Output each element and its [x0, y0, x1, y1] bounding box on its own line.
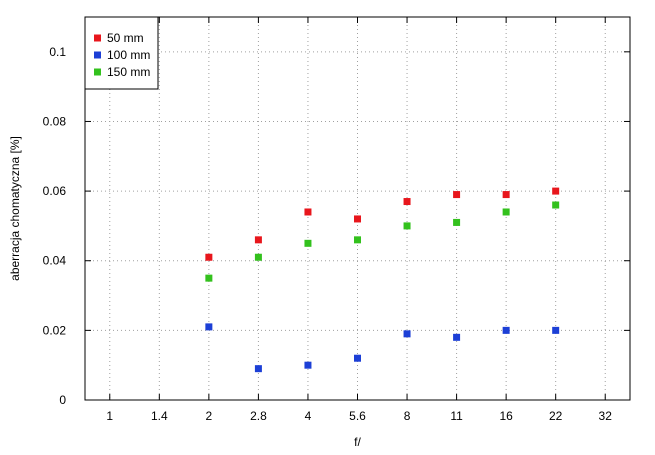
data-point [502, 326, 510, 334]
data-point [254, 253, 262, 261]
legend-swatch [94, 51, 101, 59]
x-tick-label: 32 [599, 409, 613, 423]
legend-swatch [94, 68, 101, 76]
data-point [403, 198, 411, 206]
data-point [254, 365, 262, 373]
y-tick-label: 0.06 [43, 184, 67, 198]
data-point [254, 236, 262, 244]
data-points [205, 187, 560, 373]
y-tick-label: 0.04 [43, 254, 67, 268]
data-point [205, 253, 213, 261]
legend-label: 50 mm [107, 31, 144, 45]
data-point [354, 215, 361, 223]
x-tick-label: 8 [404, 409, 411, 423]
data-point [453, 191, 461, 199]
data-point [453, 218, 461, 226]
data-point [304, 208, 312, 216]
y-axis-label: aberracja chomatyczna [%] [8, 136, 22, 281]
legend-swatch [94, 34, 101, 42]
x-axis-label: f/ [354, 435, 361, 449]
data-point [403, 330, 411, 338]
data-point [205, 274, 213, 282]
data-point [502, 208, 510, 216]
x-tick-label: 11 [450, 409, 463, 423]
axis-ticks: 1 1.4 2 2.8 4 5.6 8 11 16 22 32 0 0.02 0.04 0.06 0.08 0.… [43, 17, 630, 423]
grid-lines [85, 17, 630, 400]
x-tick-label: 1 [106, 409, 113, 423]
y-tick-label: 0.02 [43, 323, 67, 337]
data-point [552, 187, 560, 195]
x-tick-label: 2.8 [250, 409, 267, 423]
data-point [354, 354, 361, 362]
data-point [403, 222, 411, 230]
y-tick-label: 0 [59, 393, 66, 407]
y-tick-label: 0.08 [43, 114, 67, 128]
x-tick-label: 22 [549, 409, 563, 423]
data-point [304, 239, 312, 247]
x-tick-label: 4 [305, 409, 312, 423]
data-point [552, 326, 560, 334]
y-tick-label: 0.1 [49, 45, 66, 59]
x-tick-label: 2 [206, 409, 213, 423]
x-tick-label: 5.6 [349, 409, 366, 423]
x-tick-label: 16 [499, 409, 513, 423]
legend: 50 mm 100 mm 150 mm [84, 16, 159, 90]
data-point [354, 236, 361, 244]
legend-label: 100 mm [107, 48, 150, 62]
data-point [453, 333, 461, 341]
data-point [304, 361, 312, 369]
data-point [205, 323, 213, 331]
x-tick-label: 1.4 [151, 409, 168, 423]
plot-frame [84, 16, 631, 401]
legend-label: 150 mm [107, 65, 150, 79]
data-point [502, 191, 510, 199]
data-point [552, 201, 560, 209]
